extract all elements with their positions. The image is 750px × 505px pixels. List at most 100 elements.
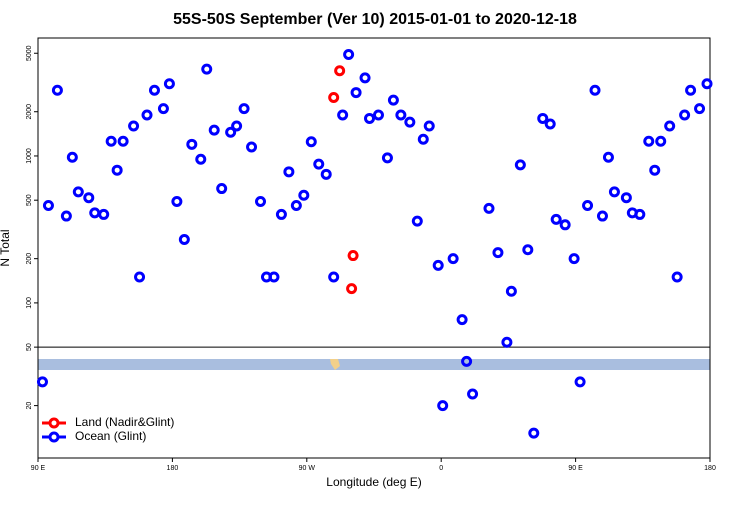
data-point	[141, 109, 153, 121]
data-point	[550, 213, 562, 225]
data-point	[685, 84, 697, 96]
data-point	[679, 109, 691, 121]
data-point	[505, 285, 517, 297]
y-tick-label: 1000	[26, 148, 33, 164]
data-point	[514, 159, 526, 171]
data-point	[404, 116, 416, 128]
data-point	[437, 400, 449, 412]
data-point	[501, 336, 513, 348]
legend-label: Land (Nadir&Glint)	[75, 415, 174, 429]
data-point	[364, 112, 376, 124]
data-point	[148, 84, 160, 96]
data-point	[574, 376, 586, 388]
data-point	[544, 118, 556, 130]
data-point	[664, 120, 676, 132]
data-point	[60, 210, 72, 222]
data-point	[298, 189, 310, 201]
data-point	[134, 271, 146, 283]
data-point	[411, 215, 423, 227]
data-point	[128, 120, 140, 132]
data-point	[89, 207, 101, 219]
data-point	[225, 126, 237, 138]
data-point	[343, 49, 355, 61]
data-point	[634, 208, 646, 220]
data-point	[305, 136, 317, 148]
data-point	[83, 192, 95, 204]
legend-marker	[48, 431, 60, 443]
data-point	[328, 271, 340, 283]
data-point	[559, 219, 571, 231]
data-point	[456, 314, 468, 326]
data-point	[275, 208, 287, 220]
data-point	[171, 195, 183, 207]
data-point	[72, 186, 84, 198]
x-tick-label: 90 E	[568, 465, 583, 472]
data-point	[483, 202, 495, 214]
data-point	[238, 103, 250, 115]
legend-marker	[48, 417, 60, 429]
data-point	[163, 78, 175, 90]
data-point	[36, 376, 48, 388]
y-tick-label: 20	[26, 402, 33, 410]
data-point	[387, 94, 399, 106]
data-point	[216, 183, 228, 195]
data-point	[359, 72, 371, 84]
data-point	[447, 253, 459, 265]
data-point	[643, 135, 655, 147]
data-point	[66, 151, 78, 163]
data-point	[537, 112, 549, 124]
data-point	[42, 200, 54, 212]
y-tick-label: 2000	[26, 104, 33, 120]
data-point	[602, 151, 614, 163]
x-tick-label: 90 W	[299, 465, 316, 472]
data-point	[589, 84, 601, 96]
data-point	[694, 103, 706, 115]
data-point	[423, 120, 435, 132]
data-point	[178, 234, 190, 246]
data-point	[346, 283, 358, 295]
map-land	[330, 359, 340, 370]
data-point	[105, 135, 117, 147]
y-axis-label: N Total	[0, 229, 12, 266]
x-tick-label: 0	[439, 465, 443, 472]
data-point	[461, 355, 473, 367]
data-point	[522, 244, 534, 256]
data-point	[334, 65, 346, 77]
x-tick-label: 90 E	[31, 465, 46, 472]
x-axis-label: Longitude (deg E)	[326, 475, 421, 489]
data-point	[381, 152, 393, 164]
y-tick-label: 500	[26, 194, 33, 206]
data-point	[671, 271, 683, 283]
data-point	[608, 186, 620, 198]
data-point	[701, 78, 713, 90]
y-tick-label: 50	[26, 343, 33, 351]
data-point	[620, 192, 632, 204]
data-point	[596, 210, 608, 222]
data-point	[268, 271, 280, 283]
data-point	[117, 135, 129, 147]
data-point	[51, 84, 63, 96]
data-point	[417, 133, 429, 145]
chart-title: 55S-50S September (Ver 10) 2015-01-01 to…	[173, 11, 577, 28]
y-tick-label: 100	[26, 297, 33, 309]
data-point	[320, 168, 332, 180]
data-point	[395, 109, 407, 121]
legend-label: Ocean (Glint)	[75, 429, 146, 443]
data-point	[432, 259, 444, 271]
data-point	[328, 91, 340, 103]
map-strip	[38, 359, 710, 370]
data-point	[568, 253, 580, 265]
x-tick-label: 180	[167, 465, 179, 472]
data-point	[255, 195, 267, 207]
data-point	[111, 164, 123, 176]
x-tick-label: 180	[704, 465, 716, 472]
plot-frame	[37, 37, 711, 459]
data-point	[246, 141, 258, 153]
y-tick-label: 5000	[26, 45, 33, 61]
data-point	[208, 124, 220, 136]
data-point	[313, 158, 325, 170]
data-point	[283, 166, 295, 178]
data-point	[649, 164, 661, 176]
data-point	[337, 109, 349, 121]
